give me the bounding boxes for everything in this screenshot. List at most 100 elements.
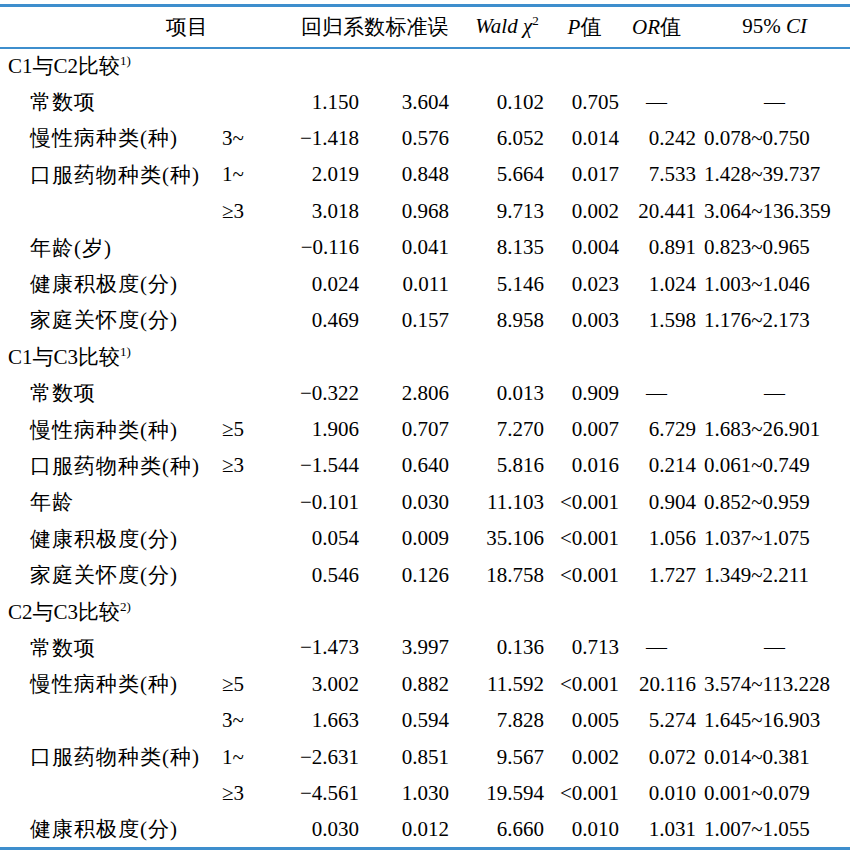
cell-regression-coefficient: 2.019 — [285, 157, 362, 193]
cell-regression-coefficient: −2.631 — [285, 739, 362, 775]
col-header-wald-label: Wald χ — [475, 14, 532, 38]
cell-standard-error: 1.030 — [362, 775, 452, 811]
cell-item-label — [0, 193, 215, 229]
cell-regression-coefficient: 0.030 — [285, 812, 362, 848]
cell-regression-coefficient: −1.418 — [285, 120, 362, 156]
cell-or-value: 20.441 — [622, 193, 699, 229]
table-row: 慢性病种类(种)3~−1.4180.5766.0520.0140.2420.07… — [0, 120, 850, 156]
cell-wald-chi2: 7.270 — [452, 411, 547, 447]
cell-p-value: 0.705 — [547, 84, 622, 120]
cell-p-value: 0.010 — [547, 812, 622, 848]
cell-category — [215, 521, 285, 557]
cell-category — [215, 302, 285, 338]
cell-wald-chi2: 0.136 — [452, 630, 547, 666]
table-row: 健康积极度(分)0.0300.0126.6600.0101.0311.007~1… — [0, 812, 850, 848]
cell-wald-chi2: 9.567 — [452, 739, 547, 775]
cell-regression-coefficient: 0.469 — [285, 302, 362, 338]
cell-item-label: 年龄 — [0, 484, 215, 520]
section-title-text: C2与C3比较 — [8, 600, 120, 624]
cell-category — [215, 484, 285, 520]
cell-or-value: 5.274 — [622, 703, 699, 739]
col-header-p-rest: 值 — [580, 15, 601, 39]
table-row: ≥3−4.5611.03019.594<0.0010.0100.001~0.07… — [0, 775, 850, 811]
col-header-wald-superscript: 2 — [532, 13, 539, 28]
cell-regression-coefficient: 3.018 — [285, 193, 362, 229]
cell-p-value: <0.001 — [547, 775, 622, 811]
cell-or-value: — — [622, 630, 699, 666]
cell-wald-chi2: 0.102 — [452, 84, 547, 120]
cell-standard-error: 0.640 — [362, 448, 452, 484]
cell-p-value: 0.002 — [547, 739, 622, 775]
cell-95ci: 1.349~2.211 — [699, 557, 850, 593]
col-header-standard-error-label: 标准误 — [386, 15, 449, 39]
cell-regression-coefficient: 0.546 — [285, 557, 362, 593]
cell-regression-coefficient: 1.150 — [285, 84, 362, 120]
cell-p-value: 0.007 — [547, 411, 622, 447]
cell-p-value: <0.001 — [547, 666, 622, 702]
cell-item-label: 常数项 — [0, 84, 215, 120]
section-title-text: C1与C2比较 — [8, 54, 120, 78]
table-row: 年龄(岁)−0.1160.0418.1350.0040.8910.823~0.9… — [0, 229, 850, 265]
cell-regression-coefficient: −4.561 — [285, 775, 362, 811]
cell-category: 3~ — [215, 703, 285, 739]
cell-regression-coefficient: 0.024 — [285, 266, 362, 302]
col-header-or-value: OR值 — [622, 6, 699, 48]
table-row: 常数项1.1503.6040.1020.705—— — [0, 84, 850, 120]
table-row: 常数项−1.4733.9970.1360.713—— — [0, 630, 850, 666]
cell-wald-chi2: 19.594 — [452, 775, 547, 811]
col-header-coefficient-label: 回归系数 — [301, 15, 385, 39]
col-header-coefficient: 回归系数 — [285, 6, 362, 48]
section-title-superscript: 1) — [120, 53, 131, 68]
cell-95ci: 1.176~2.173 — [699, 302, 850, 338]
cell-wald-chi2: 8.135 — [452, 229, 547, 265]
cell-standard-error: 0.157 — [362, 302, 452, 338]
cell-item-label: 健康积极度(分) — [0, 266, 215, 302]
cell-p-value: 0.002 — [547, 193, 622, 229]
cell-standard-error: 0.126 — [362, 557, 452, 593]
cell-regression-coefficient: −1.544 — [285, 448, 362, 484]
cell-standard-error: 0.968 — [362, 193, 452, 229]
cell-wald-chi2: 5.146 — [452, 266, 547, 302]
table-row: 家庭关怀度(分)0.5460.12618.758<0.0011.7271.349… — [0, 557, 850, 593]
cell-p-value: <0.001 — [547, 484, 622, 520]
cell-or-value: 7.533 — [622, 157, 699, 193]
cell-95ci: 0.014~0.381 — [699, 739, 850, 775]
cell-p-value: 0.003 — [547, 302, 622, 338]
section-title-superscript: 1) — [120, 344, 131, 359]
table-row: 3~1.6630.5947.8280.0055.2741.645~16.903 — [0, 703, 850, 739]
cell-95ci: 0.852~0.959 — [699, 484, 850, 520]
cell-p-value: 0.005 — [547, 703, 622, 739]
cell-category — [215, 266, 285, 302]
cell-95ci: 1.007~1.055 — [699, 812, 850, 848]
cell-95ci: 3.574~113.228 — [699, 666, 850, 702]
cell-item-label: 常数项 — [0, 375, 215, 411]
cell-p-value: 0.014 — [547, 120, 622, 156]
cell-wald-chi2: 5.816 — [452, 448, 547, 484]
table-row: 家庭关怀度(分)0.4690.1578.9580.0031.5981.176~2… — [0, 302, 850, 338]
table-row: 常数项−0.3222.8060.0130.909—— — [0, 375, 850, 411]
cell-or-value: 0.010 — [622, 775, 699, 811]
cell-regression-coefficient: 0.054 — [285, 521, 362, 557]
col-header-ci-italic: CI — [786, 14, 807, 38]
cell-or-value: 1.727 — [622, 557, 699, 593]
cell-category — [215, 812, 285, 848]
col-header-or-rest: 值 — [660, 15, 681, 39]
col-header-p-value: P值 — [547, 6, 622, 48]
cell-category: ≥3 — [215, 448, 285, 484]
cell-p-value: <0.001 — [547, 557, 622, 593]
cell-standard-error: 0.009 — [362, 521, 452, 557]
cell-p-value: <0.001 — [547, 521, 622, 557]
cell-standard-error: 0.594 — [362, 703, 452, 739]
cell-regression-coefficient: −0.116 — [285, 229, 362, 265]
cell-p-value: 0.909 — [547, 375, 622, 411]
cell-95ci: 0.078~0.750 — [699, 120, 850, 156]
cell-or-value: 1.598 — [622, 302, 699, 338]
section-header-row: C1与C3比较1) — [0, 339, 850, 375]
cell-standard-error: 0.012 — [362, 812, 452, 848]
cell-standard-error: 0.707 — [362, 411, 452, 447]
cell-95ci: 0.823~0.965 — [699, 229, 850, 265]
cell-category: 3~ — [215, 120, 285, 156]
cell-or-value: 0.891 — [622, 229, 699, 265]
cell-wald-chi2: 11.592 — [452, 666, 547, 702]
cell-category: ≥3 — [215, 193, 285, 229]
